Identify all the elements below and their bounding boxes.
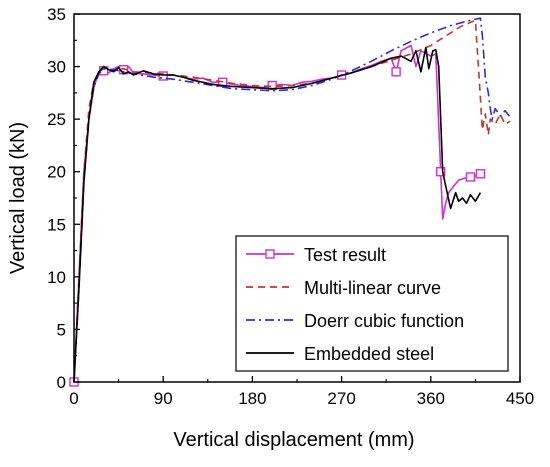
legend-label-3: Doerr cubic function bbox=[304, 311, 464, 331]
x-axis-title: Vertical displacement (mm) bbox=[173, 429, 414, 451]
y-tick-label: 15 bbox=[47, 215, 66, 234]
legend-box bbox=[235, 235, 509, 372]
y-tick-label: 30 bbox=[47, 58, 66, 77]
legend-label-4: Embedded steel bbox=[304, 344, 434, 364]
y-tick-label: 5 bbox=[57, 320, 66, 339]
x-tick-label: 0 bbox=[69, 389, 78, 408]
y-tick-label: 0 bbox=[57, 373, 66, 392]
y-tick-label: 35 bbox=[47, 5, 66, 24]
series-line-4 bbox=[73, 46, 482, 383]
series-marker-1-10 bbox=[465, 172, 476, 182]
legend-label-2: Multi-linear curve bbox=[304, 278, 441, 298]
y-tick-label: 10 bbox=[47, 268, 66, 287]
x-tick-label: 90 bbox=[154, 389, 173, 408]
series-marker-1-8 bbox=[391, 67, 401, 77]
x-tick-label: 270 bbox=[327, 389, 355, 408]
legend-marker-1 bbox=[265, 249, 275, 259]
x-tick-label: 450 bbox=[506, 389, 534, 408]
y-tick-label: 25 bbox=[47, 110, 66, 129]
legend: Test result Multi-linear curve Doerr cubic… bbox=[235, 235, 509, 372]
series-marker-1-9 bbox=[436, 166, 446, 177]
x-tick-label: 180 bbox=[238, 389, 266, 408]
tick-labels: 0 90 180 270 360 450 0 5 10 15 20 25 30 35 bbox=[47, 5, 534, 408]
x-tick-label: 360 bbox=[417, 389, 445, 408]
y-axis-title: Vertical load (kN) bbox=[7, 122, 29, 274]
legend-label-1: Test result bbox=[304, 245, 386, 265]
series-line-3 bbox=[73, 17, 511, 383]
y-tick-label: 20 bbox=[47, 163, 66, 182]
plot-marks bbox=[69, 17, 511, 387]
series-marker-1-4 bbox=[158, 71, 168, 81]
series-marker-1-11 bbox=[475, 169, 486, 179]
